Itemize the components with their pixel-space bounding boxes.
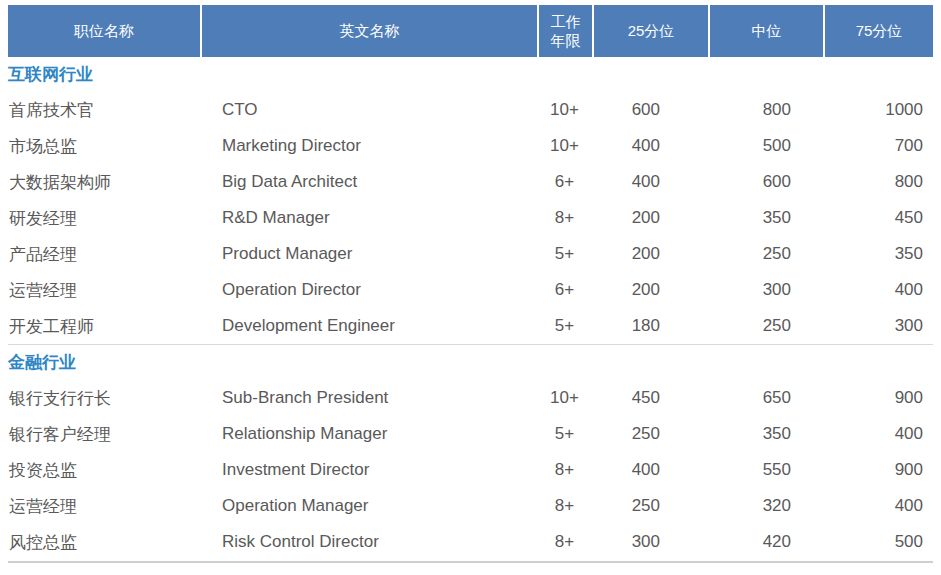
cell-median: 800 [708,100,823,120]
cell-position: 运营经理 [8,279,200,302]
cell-english: Marketing Director [200,136,537,156]
table-row: 产品经理 Product Manager 5+ 200 250 350 [8,236,933,272]
cell-english: R&D Manager [200,208,537,228]
cell-english: Investment Director [200,460,537,480]
header-english-name: 英文名称 [200,5,537,57]
cell-english: Relationship Manager [200,424,537,444]
cell-p75: 400 [823,280,933,300]
cell-english: Product Manager [200,244,537,264]
cell-english: Big Data Architect [200,172,537,192]
cell-p25: 250 [592,424,708,444]
cell-median: 300 [708,280,823,300]
section-header-finance: 金融行业 [8,344,933,380]
cell-p75: 350 [823,244,933,264]
cell-years: 5+ [537,424,592,444]
cell-p25: 400 [592,136,708,156]
cell-p75: 900 [823,388,933,408]
cell-median: 250 [708,244,823,264]
cell-position: 首席技术官 [8,99,200,122]
cell-p75: 900 [823,460,933,480]
table-row: 银行支行行长 Sub-Branch President 10+ 450 650 … [8,380,933,416]
table-row: 风控总监 Risk Control Director 8+ 300 420 50… [8,524,933,560]
cell-p25: 200 [592,244,708,264]
cell-position: 大数据架构师 [8,171,200,194]
cell-years: 10+ [537,136,592,156]
table-header-row: 职位名称 英文名称 工作年限 25分位 中位 75分位 [8,5,933,57]
cell-years: 8+ [537,496,592,516]
cell-position: 银行客户经理 [8,423,200,446]
cell-median: 250 [708,316,823,336]
header-25th-percentile: 25分位 [592,5,708,57]
cell-years: 5+ [537,244,592,264]
cell-english: Operation Director [200,280,537,300]
table-row: 研发经理 R&D Manager 8+ 200 350 450 [8,200,933,236]
cell-p25: 300 [592,532,708,552]
cell-p25: 600 [592,100,708,120]
cell-years: 6+ [537,172,592,192]
salary-table: 职位名称 英文名称 工作年限 25分位 中位 75分位 互联网行业 首席技术官 … [8,5,933,563]
cell-p25: 180 [592,316,708,336]
cell-median: 420 [708,532,823,552]
cell-years: 10+ [537,388,592,408]
header-median: 中位 [708,5,823,57]
cell-english: Operation Manager [200,496,537,516]
cell-years: 8+ [537,532,592,552]
cell-position: 产品经理 [8,243,200,266]
cell-median: 350 [708,424,823,444]
cell-years: 5+ [537,316,592,336]
cell-median: 350 [708,208,823,228]
cell-median: 550 [708,460,823,480]
cell-position: 银行支行行长 [8,387,200,410]
cell-p25: 250 [592,496,708,516]
cell-years: 8+ [537,460,592,480]
cell-median: 600 [708,172,823,192]
header-work-years: 工作年限 [537,5,592,57]
table-row: 首席技术官 CTO 10+ 600 800 1000 [8,92,933,128]
cell-years: 8+ [537,208,592,228]
cell-english: Sub-Branch President [200,388,537,408]
cell-p25: 200 [592,208,708,228]
cell-p25: 200 [592,280,708,300]
cell-years: 10+ [537,100,592,120]
table-row: 开发工程师 Development Engineer 5+ 180 250 30… [8,308,933,344]
cell-english: Development Engineer [200,316,537,336]
cell-position: 运营经理 [8,495,200,518]
header-position-name: 职位名称 [8,5,200,57]
table-bottom-rule [8,561,933,563]
cell-position: 研发经理 [8,207,200,230]
cell-years: 6+ [537,280,592,300]
table-row: 市场总监 Marketing Director 10+ 400 500 700 [8,128,933,164]
table-row: 运营经理 Operation Director 6+ 200 300 400 [8,272,933,308]
cell-p75: 700 [823,136,933,156]
table-row: 银行客户经理 Relationship Manager 5+ 250 350 4… [8,416,933,452]
cell-p25: 450 [592,388,708,408]
cell-p75: 400 [823,496,933,516]
cell-position: 开发工程师 [8,315,200,338]
table-row: 运营经理 Operation Manager 8+ 250 320 400 [8,488,933,524]
cell-p75: 300 [823,316,933,336]
section-header-internet: 互联网行业 [8,57,933,92]
cell-position: 风控总监 [8,531,200,554]
cell-p25: 400 [592,172,708,192]
cell-english: CTO [200,100,537,120]
cell-position: 投资总监 [8,459,200,482]
cell-p75: 500 [823,532,933,552]
cell-median: 650 [708,388,823,408]
cell-median: 320 [708,496,823,516]
header-75th-percentile: 75分位 [823,5,933,57]
cell-median: 500 [708,136,823,156]
cell-p75: 400 [823,424,933,444]
cell-p75: 1000 [823,100,933,120]
cell-p25: 400 [592,460,708,480]
table-row: 投资总监 Investment Director 8+ 400 550 900 [8,452,933,488]
table-row: 大数据架构师 Big Data Architect 6+ 400 600 800 [8,164,933,200]
cell-english: Risk Control Director [200,532,537,552]
cell-position: 市场总监 [8,135,200,158]
cell-p75: 800 [823,172,933,192]
cell-p75: 450 [823,208,933,228]
